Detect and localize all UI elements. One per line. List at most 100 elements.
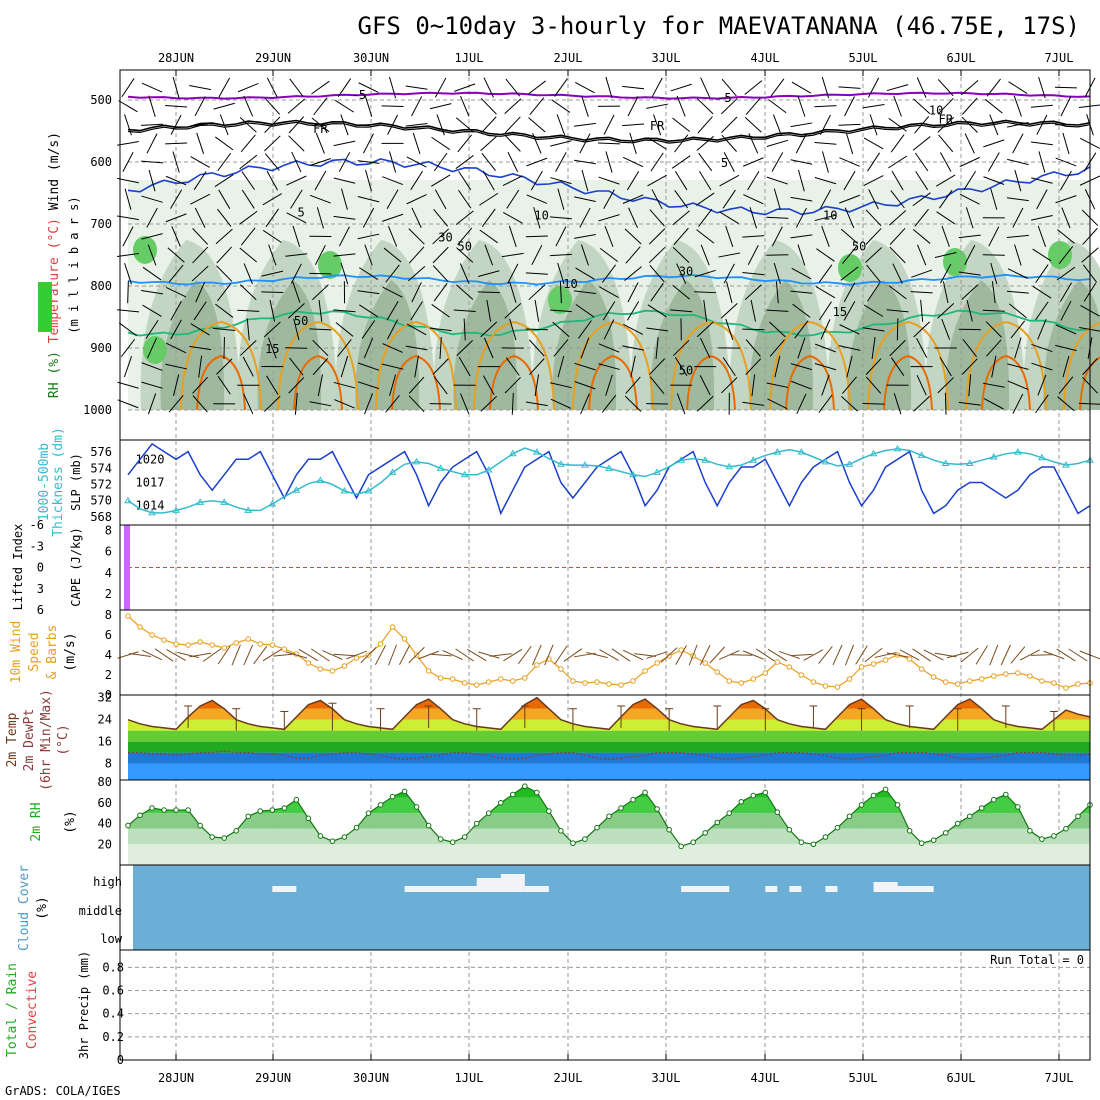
wind10m-barb (923, 649, 944, 661)
wind-barb (742, 235, 765, 238)
wind-barb (189, 345, 212, 351)
wind-barb (984, 98, 1003, 114)
wind10m-point (714, 669, 721, 675)
wind-barb (170, 114, 182, 135)
wind-barb (412, 132, 421, 155)
wind10m-point (389, 624, 396, 630)
cloud-row-label: low (100, 932, 122, 946)
rh2m-point (341, 834, 348, 840)
rh2m-point (305, 815, 312, 822)
rh2m-point (762, 789, 769, 796)
thickness-point (172, 506, 180, 513)
wind10m-point (281, 646, 288, 652)
wind-barb (941, 225, 950, 247)
cloud-gap-high (272, 886, 297, 892)
wind-barb (509, 281, 517, 303)
wind-barb (117, 177, 139, 184)
wind-barb (840, 266, 859, 281)
wind-barb (333, 177, 356, 184)
wind-barb (651, 189, 663, 210)
wind-barb (912, 136, 931, 151)
precip-ylabel-line: Total / Rain (5, 963, 20, 1057)
wind-barb (141, 290, 163, 295)
rh2m-point (930, 837, 937, 843)
wind-barb (866, 264, 881, 283)
wind-barb (575, 81, 595, 94)
rh2m-point (1039, 836, 1045, 842)
wind10m-barb (844, 644, 855, 666)
wind-barb (172, 151, 180, 173)
cloud-fill (133, 865, 1090, 950)
wind-barb (455, 117, 474, 133)
wind-barb (291, 151, 302, 173)
wind-barb (1031, 362, 1053, 371)
slp-tick: 1017 (136, 476, 165, 490)
wind10m-barb (778, 650, 800, 660)
wind-barb (1062, 355, 1070, 378)
wind-barb (243, 263, 253, 284)
wind10m-point (762, 670, 769, 676)
wind-barb (766, 309, 789, 312)
wind-barb (814, 363, 837, 371)
wind-barb (431, 304, 450, 318)
wind-barb (1030, 141, 1053, 146)
wind10m-point (510, 678, 516, 684)
wind-barb (192, 228, 209, 245)
wind-barb (239, 284, 257, 301)
wind-barb (556, 114, 566, 136)
thickness-point (917, 451, 926, 458)
wind-barb (333, 381, 356, 389)
wind-barb (309, 158, 331, 166)
wind-barb (602, 301, 616, 321)
rh2m-point (846, 813, 853, 820)
wind-barb (626, 170, 640, 191)
wind10m-point (786, 664, 793, 670)
wind10m-barb (202, 648, 222, 662)
wind-barb (889, 210, 907, 226)
wind10m-barb (730, 654, 753, 656)
isotherm-label: 5 (721, 156, 728, 170)
wind-barb (915, 171, 929, 191)
wind-barb (458, 356, 471, 377)
rh2m-point (221, 835, 227, 841)
wind-barb (648, 246, 666, 264)
rh-contour-label: 30 (438, 230, 452, 244)
rh2m-point (666, 826, 672, 833)
wind-barb (406, 156, 427, 168)
wind-barb (314, 170, 327, 191)
wind10m-barb (874, 652, 897, 658)
wind-barb (792, 303, 811, 318)
wind-barb (549, 309, 572, 313)
wind-barb (529, 97, 545, 116)
wind10m-barb (262, 648, 282, 662)
wind-barb (264, 395, 281, 412)
wind-barb (862, 103, 885, 109)
wind-barb (625, 376, 641, 394)
wind-barb (1035, 394, 1049, 414)
thickness-point (292, 486, 301, 493)
wind10m-point (317, 666, 324, 672)
wind-barb (888, 117, 907, 132)
thickness-point (581, 461, 589, 468)
wind10m-barb (129, 653, 151, 657)
wind-barb (357, 290, 380, 295)
wind-barb (719, 174, 740, 187)
rh-contour-label: 50 (457, 240, 471, 254)
rh2m-point (293, 796, 300, 803)
wind-barb (649, 264, 665, 283)
thickness-point (484, 465, 493, 473)
wind-barb (122, 152, 134, 172)
wind-barb (215, 136, 234, 151)
wind-barb (439, 336, 442, 360)
wind-barb (147, 337, 158, 359)
wind-barb (141, 381, 163, 389)
wind-barb (605, 374, 613, 396)
wind-barb (581, 169, 589, 192)
wind-barb (842, 376, 857, 394)
wind-barb (698, 152, 713, 172)
wind-barb (311, 80, 330, 95)
wind-barb (315, 132, 325, 154)
wind-barb (624, 266, 642, 281)
rh2m-point (546, 808, 552, 814)
wind-barb (990, 262, 998, 285)
